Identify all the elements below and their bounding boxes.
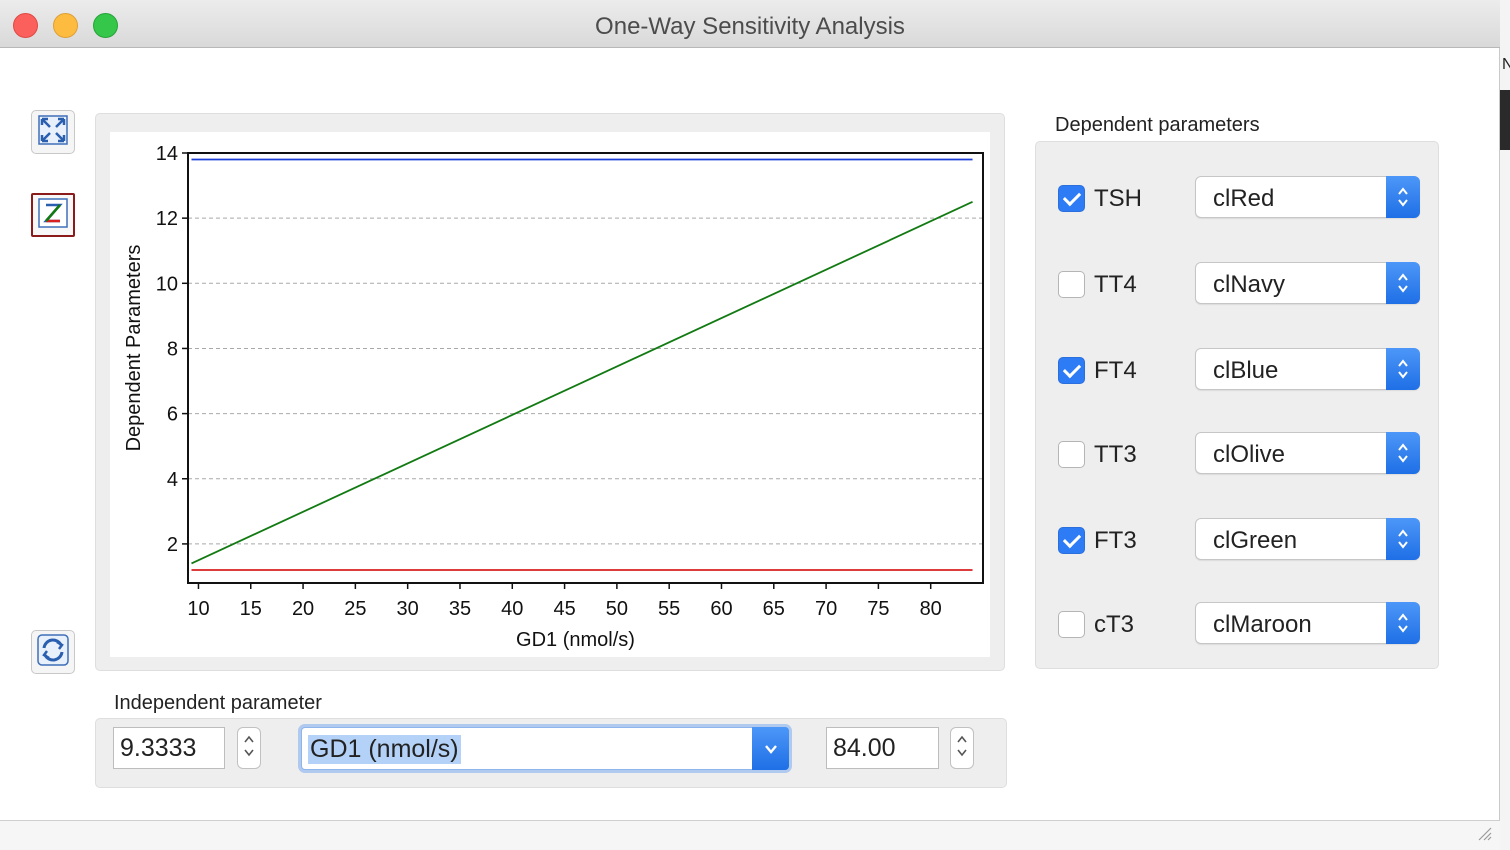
x-tick-label: 25 bbox=[344, 598, 366, 620]
x-tick-label: 55 bbox=[658, 598, 680, 620]
max-value-field[interactable]: 84.00 bbox=[826, 727, 939, 769]
param-label-tsh: TSH bbox=[1094, 185, 1142, 212]
chart-area[interactable]: 2 4 6 8 10 12 14 10 15 20 25 30 35 40 45 50 55 60 65 70 75 80… bbox=[110, 132, 990, 657]
updown-chevron-icon bbox=[1386, 602, 1420, 644]
color-select-value: clGreen bbox=[1213, 527, 1298, 554]
window-title: One-Way Sensitivity Analysis bbox=[595, 13, 905, 40]
x-tick-label: 20 bbox=[292, 598, 314, 620]
dependent-param-row-ct3: cT3 clMaroon bbox=[1058, 602, 1438, 644]
y-tick-label: 10 bbox=[156, 273, 178, 295]
status-bar bbox=[0, 820, 1500, 850]
checkbox-ft3[interactable] bbox=[1058, 527, 1085, 554]
dependent-param-row-tt4: TT4 clNavy bbox=[1058, 262, 1438, 304]
x-tick-label: 10 bbox=[187, 598, 209, 620]
resize-grip-icon[interactable] bbox=[1474, 823, 1492, 846]
param-label-tt4: TT4 bbox=[1094, 271, 1137, 298]
updown-chevron-icon bbox=[1386, 432, 1420, 474]
y-tick-label: 2 bbox=[167, 534, 178, 556]
color-select-ft3[interactable]: clGreen bbox=[1195, 518, 1420, 560]
x-axis-label: GD1 (nmol/s) bbox=[516, 629, 635, 651]
updown-chevron-icon bbox=[1386, 518, 1420, 560]
expand-arrows-icon bbox=[38, 114, 68, 150]
background-window-edge: N bbox=[1500, 0, 1510, 850]
y-tick-label: 8 bbox=[167, 338, 178, 360]
y-tick-label: 12 bbox=[156, 208, 178, 230]
dependent-param-row-tsh: TSH clRed bbox=[1058, 176, 1438, 218]
zoom-window-button[interactable] bbox=[93, 13, 118, 38]
background-window-letter: N bbox=[1502, 56, 1510, 73]
stepper-arrows-icon bbox=[956, 732, 968, 765]
color-select-tt4[interactable]: clNavy bbox=[1195, 262, 1420, 304]
x-tick-label: 40 bbox=[501, 598, 523, 620]
color-select-tt3[interactable]: clOlive bbox=[1195, 432, 1420, 474]
updown-chevron-icon bbox=[1386, 176, 1420, 218]
x-tick-label: 15 bbox=[240, 598, 262, 620]
y-tick-label: 6 bbox=[167, 404, 178, 426]
y-tick-label: 4 bbox=[167, 469, 178, 491]
dependent-param-row-ft4: FT4 clBlue bbox=[1058, 348, 1438, 390]
x-tick-label: 80 bbox=[920, 598, 942, 620]
color-select-ct3[interactable]: clMaroon bbox=[1195, 602, 1420, 644]
independent-parameter-label: Independent parameter bbox=[114, 692, 322, 714]
checkbox-ct3[interactable] bbox=[1058, 611, 1085, 638]
color-select-value: clBlue bbox=[1213, 357, 1279, 384]
param-label-ft4: FT4 bbox=[1094, 357, 1137, 384]
param-label-ct3: cT3 bbox=[1094, 611, 1135, 638]
x-tick-label: 50 bbox=[606, 598, 628, 620]
min-value-stepper[interactable] bbox=[237, 727, 261, 769]
checkbox-tt3[interactable] bbox=[1058, 441, 1085, 468]
min-value-field[interactable]: 9.3333 bbox=[113, 727, 225, 769]
checkbox-ft4[interactable] bbox=[1058, 357, 1085, 384]
background-dark-block bbox=[1500, 90, 1510, 150]
independent-parameter-select[interactable]: GD1 (nmol/s) bbox=[301, 727, 789, 770]
stepper-arrows-icon bbox=[243, 732, 255, 765]
y-tick-label: 14 bbox=[156, 143, 178, 165]
y-axis-label: Dependent Parameters bbox=[123, 245, 145, 452]
param-label-ft3: FT3 bbox=[1094, 527, 1137, 554]
x-tick-label: 45 bbox=[553, 598, 575, 620]
fit-view-button[interactable] bbox=[31, 110, 75, 154]
dependent-param-row-tt3: TT3 clOlive bbox=[1058, 432, 1438, 474]
color-select-ft4[interactable]: clBlue bbox=[1195, 348, 1420, 390]
checkbox-tt4[interactable] bbox=[1058, 271, 1085, 298]
refresh-icon bbox=[37, 633, 69, 671]
zoom-z-icon bbox=[38, 197, 68, 233]
title-bar: One-Way Sensitivity Analysis bbox=[0, 0, 1500, 48]
color-select-value: clRed bbox=[1213, 185, 1275, 212]
color-select-value: clOlive bbox=[1213, 441, 1286, 468]
updown-chevron-icon bbox=[1386, 262, 1420, 304]
close-button[interactable] bbox=[13, 13, 38, 38]
max-value-stepper[interactable] bbox=[950, 727, 974, 769]
dependent-parameters-label: Dependent parameters bbox=[1055, 114, 1260, 136]
color-select-value: clMaroon bbox=[1213, 611, 1312, 638]
dependent-param-row-ft3: FT3 clGreen bbox=[1058, 518, 1438, 560]
x-tick-label: 35 bbox=[449, 598, 471, 620]
plot-frame bbox=[187, 152, 984, 584]
x-tick-label: 60 bbox=[710, 598, 732, 620]
dependent-parameters-panel bbox=[1035, 141, 1439, 669]
independent-parameter-value: GD1 (nmol/s) bbox=[308, 735, 461, 764]
color-select-value: clNavy bbox=[1213, 271, 1286, 298]
x-tick-label: 75 bbox=[867, 598, 889, 620]
series-line-1 bbox=[191, 201, 973, 565]
chevron-down-icon[interactable] bbox=[752, 727, 789, 770]
zoom-button[interactable] bbox=[31, 193, 75, 237]
updown-chevron-icon bbox=[1386, 348, 1420, 390]
x-tick-label: 70 bbox=[815, 598, 837, 620]
refresh-button[interactable] bbox=[31, 630, 75, 674]
minimize-button[interactable] bbox=[53, 13, 78, 38]
x-tick-label: 65 bbox=[763, 598, 785, 620]
color-select-tsh[interactable]: clRed bbox=[1195, 176, 1420, 218]
checkbox-tsh[interactable] bbox=[1058, 185, 1085, 212]
param-label-tt3: TT3 bbox=[1094, 441, 1137, 468]
sensitivity-chart[interactable]: 2 4 6 8 10 12 14 10 15 20 25 30 35 40 45 50 55 60 65 70 75 80… bbox=[110, 132, 990, 657]
x-tick-label: 30 bbox=[397, 598, 419, 620]
